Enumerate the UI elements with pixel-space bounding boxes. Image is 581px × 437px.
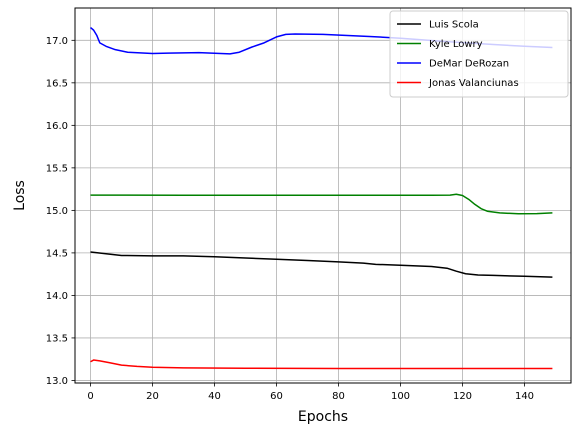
- y-tick-label: 15.5: [46, 163, 68, 174]
- x-tick-label: 0: [87, 391, 93, 402]
- legend-box: [389, 10, 569, 98]
- series-line-jonas-valanciunas: [90, 359, 553, 370]
- y-tick-label: 16.5: [46, 78, 68, 89]
- y-tick-label: 13.5: [46, 334, 68, 345]
- legend-label: Jonas Valanciunas: [428, 78, 519, 89]
- x-tick-label: 140: [515, 391, 534, 402]
- legend: Luis Scola Kyle Lowry DeMar DeRozan Jonas V…: [389, 10, 569, 98]
- series-line-luis-scola: [90, 251, 553, 278]
- x-tick-label: 100: [391, 391, 410, 402]
- legend-label: DeMar DeRozan: [429, 59, 509, 70]
- y-tick-label: 14.5: [46, 248, 68, 259]
- y-tick-label: 17.0: [46, 36, 68, 47]
- x-tick-label: 120: [453, 391, 472, 402]
- y-axis-title: Loss: [12, 180, 28, 211]
- legend-label: Kyle Lowry: [429, 39, 483, 50]
- x-tick-label: 80: [332, 391, 345, 402]
- y-tick-label: 13.0: [46, 376, 68, 387]
- x-tick-label: 60: [270, 391, 283, 402]
- axis-ticks: 0 20 40 60 80 100 120 140 13.0 13.5 14.0 14.5 15.0 15…: [46, 36, 534, 402]
- x-tick-label: 20: [146, 391, 159, 402]
- legend-label: Luis Scola: [429, 20, 479, 31]
- y-tick-label: 16.0: [46, 121, 68, 132]
- x-axis-title: Epochs: [298, 409, 348, 425]
- y-tick-label: 14.0: [46, 291, 68, 302]
- plot-frame: [74, 7, 572, 384]
- y-tick-label: 15.0: [46, 206, 68, 217]
- series-line-kyle-lowry: [90, 193, 553, 215]
- x-tick-label: 40: [208, 391, 221, 402]
